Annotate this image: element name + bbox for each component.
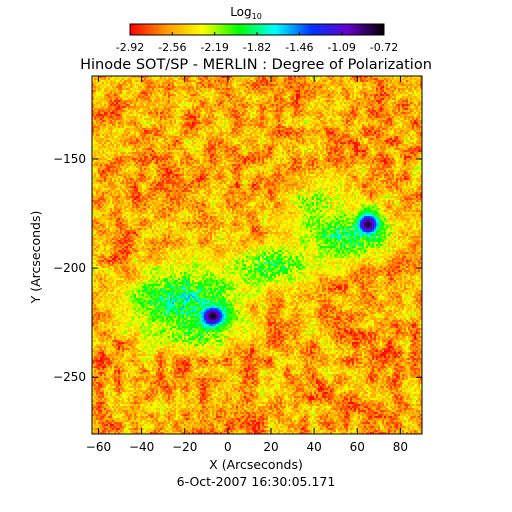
polarization-map (91, 75, 423, 435)
x-tick-label: 80 (393, 440, 408, 454)
x-tick-label: −20 (172, 440, 197, 454)
observation-date: 6-Oct-2007 16:30:05.171 (177, 474, 336, 489)
y-tick-label: −250 (53, 370, 86, 384)
colorbar: -2.92 -2.56 -2.19 -1.82 -1.46 -1.09 -0.72 (116, 23, 398, 54)
colorbar-tick-label: -2.56 (158, 41, 186, 54)
y-tick-label: −200 (53, 261, 86, 275)
colorbar-tick-label: -1.09 (327, 41, 355, 54)
y-axis-label: Y (Arcseconds) (28, 211, 43, 305)
colorbar-tick-label: -2.92 (116, 41, 144, 54)
x-tick-label: 40 (307, 440, 322, 454)
y-axis: −250 −200 −150 (53, 152, 422, 384)
colorbar-label: Log10 (230, 5, 262, 21)
x-tick-label: −40 (129, 440, 154, 454)
x-tick-label: 20 (263, 440, 278, 454)
x-axis: −60 −40 −20 0 20 40 60 80 (86, 76, 408, 454)
colorbar-tick-label: -2.19 (200, 41, 228, 54)
colorbar-tick-label: -1.46 (285, 41, 313, 54)
x-tick-label: −60 (86, 440, 111, 454)
colorbar-ticks: -2.92 -2.56 -2.19 -1.82 -1.46 -1.09 -0.72 (116, 32, 398, 54)
chart-title: Hinode SOT/SP - MERLIN : Degree of Polar… (80, 57, 432, 73)
colorbar-tick-label: -0.72 (370, 41, 398, 54)
y-tick-label: −150 (53, 152, 86, 166)
x-tick-label: 0 (224, 440, 232, 454)
x-tick-label: 60 (350, 440, 365, 454)
x-axis-label: X (Arcseconds) (209, 457, 303, 472)
colorbar-tick-label: -1.82 (243, 41, 271, 54)
